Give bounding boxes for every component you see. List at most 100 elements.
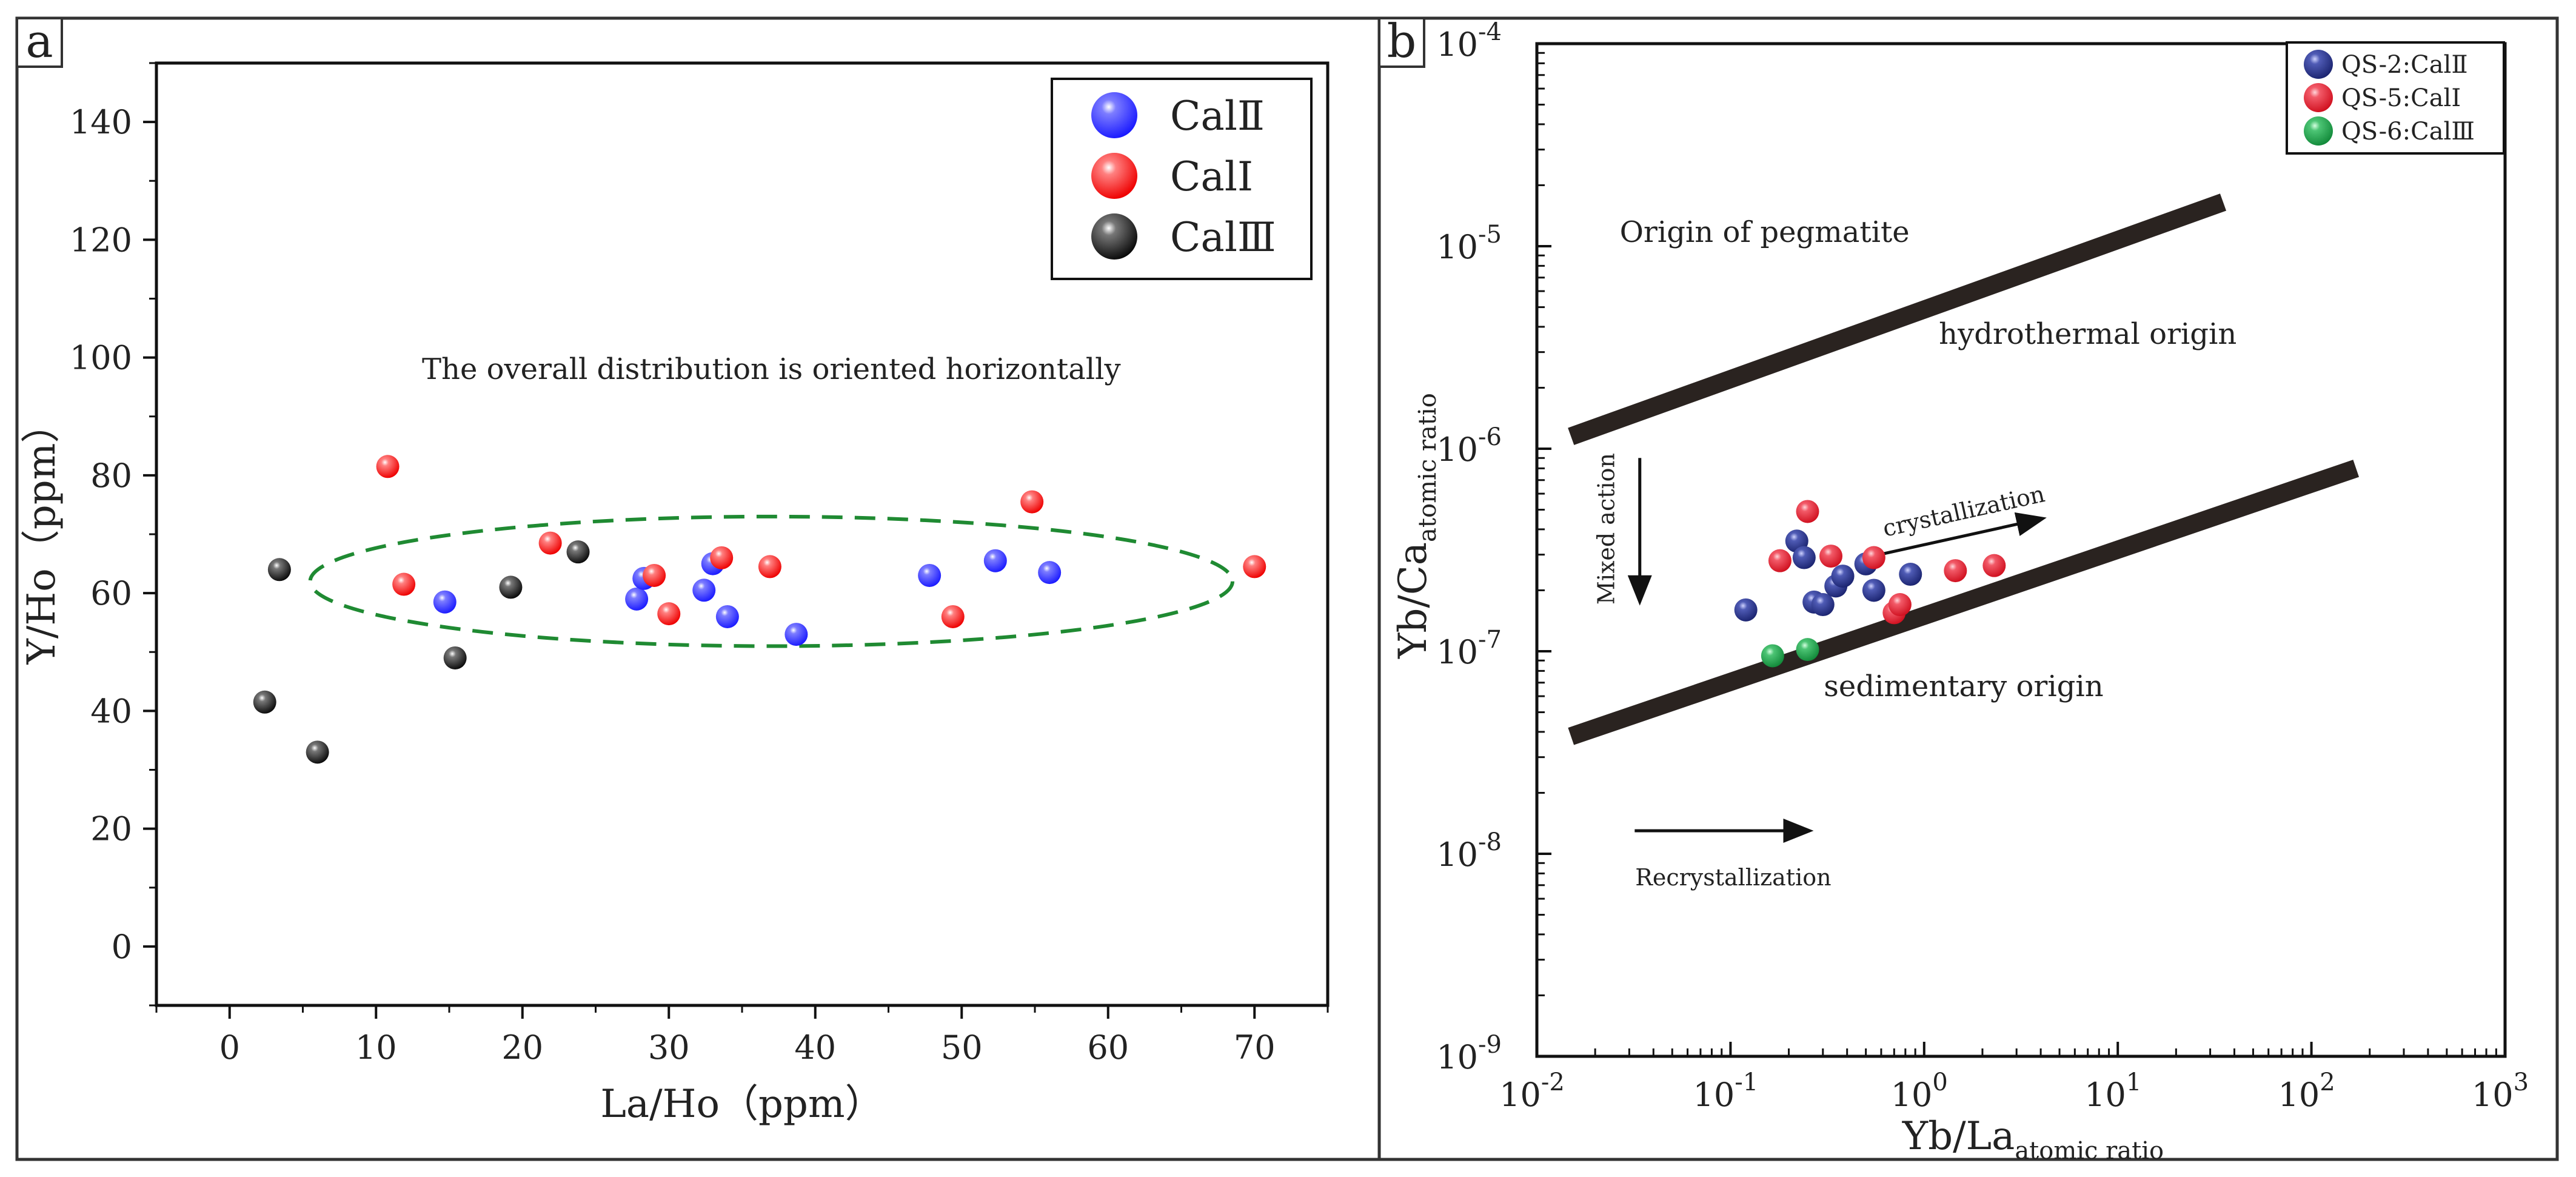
a-point-cal <box>643 563 666 587</box>
b-point-qs-6-cal <box>1796 638 1819 662</box>
b-x-tick-label: 10-2 <box>1499 1068 1565 1114</box>
b-y-tick-label: 10-7 <box>1436 626 1502 671</box>
b-legend-label: QS-6:CalⅢ <box>2341 118 2475 146</box>
b-y-tick-label: 10-6 <box>1436 423 1502 469</box>
a-point-cal <box>499 575 523 599</box>
panel-a-y-axis-title: Y/Ho（ppm） <box>19 404 64 665</box>
b-x-tick-label: 100 <box>1891 1068 1948 1114</box>
panel-a-legend: CalⅡ CalⅠ CalⅢ <box>1051 78 1313 280</box>
b-point-qs-2-cal <box>1734 598 1758 622</box>
a-legend-label: CalⅠ <box>1170 153 1253 200</box>
a-point-cal <box>941 605 965 628</box>
a-y-tick-label: 20 <box>90 810 132 848</box>
a-point-cal <box>443 646 467 669</box>
b-x-tick-label: 10-1 <box>1693 1068 1759 1114</box>
a-legend-marker <box>1091 213 1137 260</box>
a-x-tick-label: 0 <box>219 1028 240 1067</box>
a-y-tick-label: 120 <box>70 221 132 259</box>
a-y-tick-label: 40 <box>90 692 132 730</box>
a-point-cal <box>692 578 716 602</box>
a-distribution-ellipse <box>308 514 1235 648</box>
a-point-cal <box>376 455 400 478</box>
b-point-qs-5-cal <box>1796 500 1819 523</box>
panel-b-y-axis-title: Yb/Caatomic ratio <box>1391 393 1442 659</box>
a-point-cal <box>785 623 808 646</box>
b-point-qs-2-cal <box>1899 563 1922 586</box>
a-x-tick-label: 40 <box>794 1028 836 1067</box>
b-boundary-line <box>1568 193 2227 445</box>
b-legend-marker <box>2304 83 2333 112</box>
panel-b-plot-frame <box>1535 42 2507 1058</box>
a-x-tick-label: 20 <box>501 1028 543 1067</box>
a-point-cal <box>1020 490 1044 514</box>
panel-b-letter: b <box>1387 14 1417 68</box>
a-point-cal <box>306 740 329 764</box>
b-y-tick-label: 10-5 <box>1436 221 1502 266</box>
b-arrow-label: Recrystallization <box>1635 864 1831 891</box>
b-legend-marker <box>2304 116 2333 146</box>
a-point-cal <box>710 546 734 569</box>
b-boundary-line <box>1568 460 2360 745</box>
a-point-cal <box>918 563 942 587</box>
a-y-tick-label: 100 <box>70 339 132 377</box>
b-legend-label: QS-2:CalⅡ <box>2341 51 2468 79</box>
b-point-qs-5-cal <box>1819 545 1843 568</box>
b-y-tick-label: 10-9 <box>1436 1031 1502 1076</box>
panel-a-x-axis-title: La/Ho（ppm） <box>600 1082 883 1127</box>
panel-b-x-axis-title: Yb/Laatomic ratio <box>1902 1114 2164 1165</box>
b-point-qs-2-cal <box>1862 578 1885 602</box>
a-point-cal <box>1243 555 1266 578</box>
panel-a-chart: 0 10 20 30 40 50 60 70 0 20 40 60 80 100 120 140 The ov… <box>19 61 1330 1127</box>
a-point-cal <box>983 549 1007 572</box>
panel-a-label: a <box>16 14 63 68</box>
a-point-cal <box>566 540 590 564</box>
b-point-qs-5-cal <box>1862 546 1885 569</box>
b-point-qs-5-cal <box>1768 549 1791 572</box>
b-region-label: hydrothermal origin <box>1939 317 2236 351</box>
b-point-qs-2-cal <box>1831 565 1855 588</box>
a-x-tick-label: 70 <box>1234 1028 1276 1067</box>
b-region-label: sedimentary origin <box>1824 669 2103 703</box>
b-x-tick-label: 102 <box>2278 1068 2335 1114</box>
panel-a-annotation: The overall distribution is oriented hor… <box>422 352 1121 386</box>
b-arrow-label: crystallization <box>1880 480 2047 542</box>
b-legend-label: QS-5:CalⅠ <box>2341 84 2461 112</box>
panel-b-label: b <box>1378 14 1425 68</box>
a-point-cal <box>1038 561 1062 585</box>
a-y-tick-label: 0 <box>112 928 132 966</box>
b-arrow-label: Mixed action <box>1593 453 1620 605</box>
a-point-cal <box>253 690 276 714</box>
panel-b-chart: 10-2 10-1 100 101 102 103 10-9 10-8 10-7 10-6 10-5… <box>1391 18 2529 1165</box>
a-point-cal <box>625 587 649 611</box>
panel-a-letter: a <box>25 14 53 68</box>
a-y-tick-label: 140 <box>70 103 132 141</box>
b-legend-marker <box>2304 50 2333 79</box>
a-point-cal <box>758 555 781 578</box>
b-x-tick-label: 103 <box>2472 1068 2529 1114</box>
a-legend-label: CalⅢ <box>1170 214 1276 261</box>
a-y-tick-label: 80 <box>90 457 132 495</box>
b-y-tick-label: 10-8 <box>1436 828 1502 874</box>
b-x-tick-label: 101 <box>2084 1068 2141 1114</box>
a-x-tick-label: 30 <box>648 1028 690 1067</box>
b-point-qs-6-cal <box>1761 644 1784 668</box>
b-y-tick-label: 10-4 <box>1436 18 1502 64</box>
a-point-cal <box>392 572 416 596</box>
panel-b-legend: QS-2:CalⅡ QS-5:CalⅠ QS-6:CalⅢ <box>2286 41 2505 155</box>
a-point-cal <box>657 602 681 626</box>
b-point-qs-5-cal <box>1944 559 1967 583</box>
b-point-qs-5-cal <box>1982 554 2006 577</box>
a-point-cal <box>538 531 562 555</box>
a-point-cal <box>267 558 291 582</box>
a-point-cal <box>715 605 739 628</box>
b-point-qs-2-cal <box>1792 546 1816 569</box>
b-point-qs-2-cal <box>1811 593 1835 617</box>
b-point-qs-5-cal <box>1888 593 1912 617</box>
a-legend-label: CalⅡ <box>1170 93 1265 139</box>
a-point-cal <box>433 590 457 614</box>
b-arrow <box>1865 512 2047 560</box>
a-y-tick-label: 60 <box>90 574 132 612</box>
a-x-tick-label: 50 <box>941 1028 983 1067</box>
a-x-tick-label: 10 <box>355 1028 397 1067</box>
